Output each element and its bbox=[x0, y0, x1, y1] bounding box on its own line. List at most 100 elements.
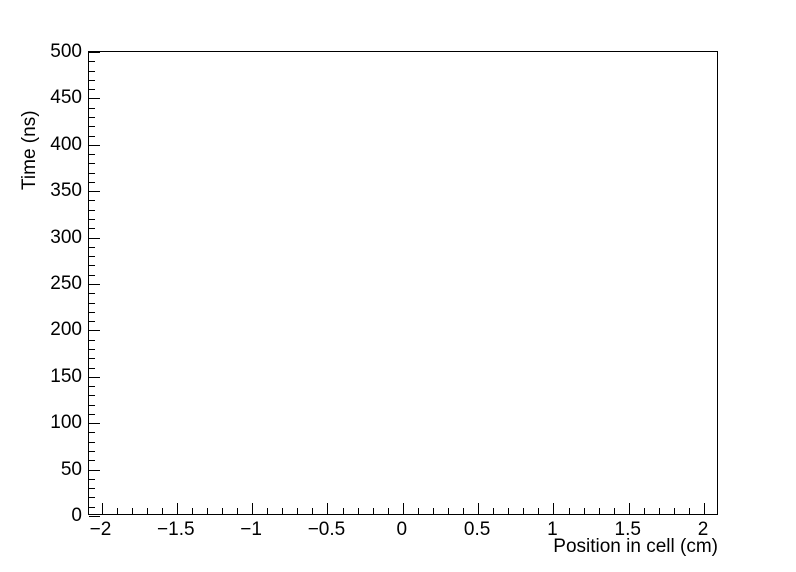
y-axis-minor-tick bbox=[89, 247, 95, 248]
y-axis-minor-tick bbox=[89, 349, 95, 350]
x-axis-minor-tick bbox=[222, 508, 223, 514]
y-axis-minor-tick bbox=[89, 80, 95, 81]
x-axis-minor-tick bbox=[584, 508, 585, 514]
x-axis-minor-tick bbox=[448, 508, 449, 514]
y-axis-tick-label: 300 bbox=[50, 226, 82, 248]
y-axis-tick-label: 100 bbox=[50, 412, 82, 434]
x-axis-minor-tick bbox=[418, 508, 419, 514]
x-axis-major-tick bbox=[403, 503, 404, 514]
x-axis-minor-tick bbox=[614, 508, 615, 514]
x-axis-minor-tick bbox=[388, 508, 389, 514]
y-axis-minor-tick bbox=[89, 219, 95, 220]
x-axis-major-tick bbox=[327, 503, 328, 514]
x-axis-major-tick bbox=[553, 503, 554, 514]
x-axis-minor-tick bbox=[207, 508, 208, 514]
y-axis-minor-tick bbox=[89, 182, 95, 183]
y-axis-tick-label: 450 bbox=[50, 87, 82, 109]
y-axis-major-tick bbox=[89, 191, 100, 192]
x-axis-minor-tick bbox=[569, 508, 570, 514]
y-axis-minor-tick bbox=[89, 200, 95, 201]
y-axis-major-tick bbox=[89, 145, 100, 146]
y-axis-minor-tick bbox=[89, 312, 95, 313]
y-axis-minor-tick bbox=[89, 451, 95, 452]
x-axis-minor-tick bbox=[297, 508, 298, 514]
y-axis-minor-tick bbox=[89, 321, 95, 322]
y-axis-minor-tick bbox=[89, 154, 95, 155]
y-axis-tick-label: 400 bbox=[50, 133, 82, 155]
x-axis-tick-label: 1 bbox=[547, 519, 558, 540]
y-axis-tick-label: 150 bbox=[50, 365, 82, 387]
x-axis-major-tick bbox=[252, 503, 253, 514]
x-axis-minor-tick bbox=[312, 508, 313, 514]
y-axis-minor-tick bbox=[89, 432, 95, 433]
x-axis-minor-tick bbox=[538, 508, 539, 514]
x-axis-minor-tick bbox=[132, 508, 133, 514]
y-axis-tick-label: 250 bbox=[50, 273, 82, 294]
y-axis-minor-tick bbox=[89, 507, 95, 508]
x-axis-minor-tick bbox=[162, 508, 163, 514]
y-axis-tick-label: 350 bbox=[50, 180, 82, 202]
y-axis-minor-tick bbox=[89, 405, 95, 406]
x-axis-minor-tick bbox=[358, 508, 359, 514]
y-axis-minor-tick bbox=[89, 442, 95, 443]
y-axis-minor-tick bbox=[89, 173, 95, 174]
y-axis-major-tick bbox=[89, 98, 100, 99]
y-axis-minor-tick bbox=[89, 358, 95, 359]
x-axis-minor-tick bbox=[644, 508, 645, 514]
y-axis-minor-tick bbox=[89, 256, 95, 257]
x-axis-tick-label: −0.5 bbox=[307, 519, 346, 540]
y-axis-minor-tick bbox=[89, 126, 95, 127]
x-axis-major-tick bbox=[102, 503, 103, 514]
y-axis-major-tick bbox=[89, 377, 100, 378]
y-axis-minor-tick bbox=[89, 497, 95, 498]
x-axis-tick-label: −2 bbox=[89, 519, 112, 540]
y-axis-major-tick bbox=[89, 470, 100, 471]
x-axis-minor-tick bbox=[267, 508, 268, 514]
y-axis-minor-tick bbox=[89, 136, 95, 137]
x-axis-tick-label: 0 bbox=[396, 519, 408, 540]
x-axis-minor-tick bbox=[343, 508, 344, 514]
x-axis-minor-tick bbox=[433, 508, 434, 514]
y-axis-tick-label: 50 bbox=[60, 458, 82, 480]
y-axis-major-tick bbox=[89, 423, 100, 424]
y-axis-major-tick bbox=[89, 330, 100, 331]
x-axis-minor-tick bbox=[117, 508, 118, 514]
x-axis-minor-tick bbox=[674, 508, 675, 514]
x-axis-minor-tick bbox=[192, 508, 193, 514]
y-axis-major-tick bbox=[89, 238, 100, 239]
y-axis-minor-tick bbox=[89, 210, 95, 211]
x-axis-major-tick bbox=[177, 503, 178, 514]
x-axis-tick-label: −1.5 bbox=[157, 519, 195, 540]
x-axis-tick-label: 0.5 bbox=[463, 519, 491, 540]
y-axis-minor-tick bbox=[89, 340, 95, 341]
x-axis-minor-tick bbox=[282, 508, 283, 514]
y-axis-major-tick bbox=[89, 516, 100, 517]
y-axis-major-tick bbox=[89, 284, 100, 285]
y-axis-minor-tick bbox=[89, 265, 95, 266]
y-axis-minor-tick bbox=[89, 414, 95, 415]
x-axis-minor-tick bbox=[373, 508, 374, 514]
x-axis-minor-tick bbox=[493, 508, 494, 514]
y-axis-minor-tick bbox=[89, 108, 95, 109]
x-axis-title: Position in cell (cm) bbox=[418, 537, 718, 556]
y-axis-tick-label: 0 bbox=[71, 505, 82, 526]
y-axis-minor-tick bbox=[89, 303, 95, 304]
y-axis-tick-label: 500 bbox=[50, 41, 82, 62]
y-axis-minor-tick bbox=[89, 293, 95, 294]
x-axis-minor-tick bbox=[523, 508, 524, 514]
x-axis-minor-tick bbox=[237, 508, 238, 514]
x-axis-major-tick bbox=[478, 503, 479, 514]
y-axis-minor-tick bbox=[89, 89, 95, 90]
y-axis-minor-tick bbox=[89, 479, 95, 480]
x-axis-tick-label: −1 bbox=[240, 519, 262, 540]
x-axis-major-tick bbox=[629, 503, 630, 514]
y-axis-minor-tick bbox=[89, 275, 95, 276]
x-axis-minor-tick bbox=[463, 508, 464, 514]
y-axis-minor-tick bbox=[89, 460, 95, 461]
y-axis-minor-tick bbox=[89, 71, 95, 72]
y-axis-minor-tick bbox=[89, 488, 95, 489]
y-axis-minor-tick bbox=[89, 61, 95, 62]
x-axis-minor-tick bbox=[599, 508, 600, 514]
y-axis-minor-tick bbox=[89, 163, 95, 164]
